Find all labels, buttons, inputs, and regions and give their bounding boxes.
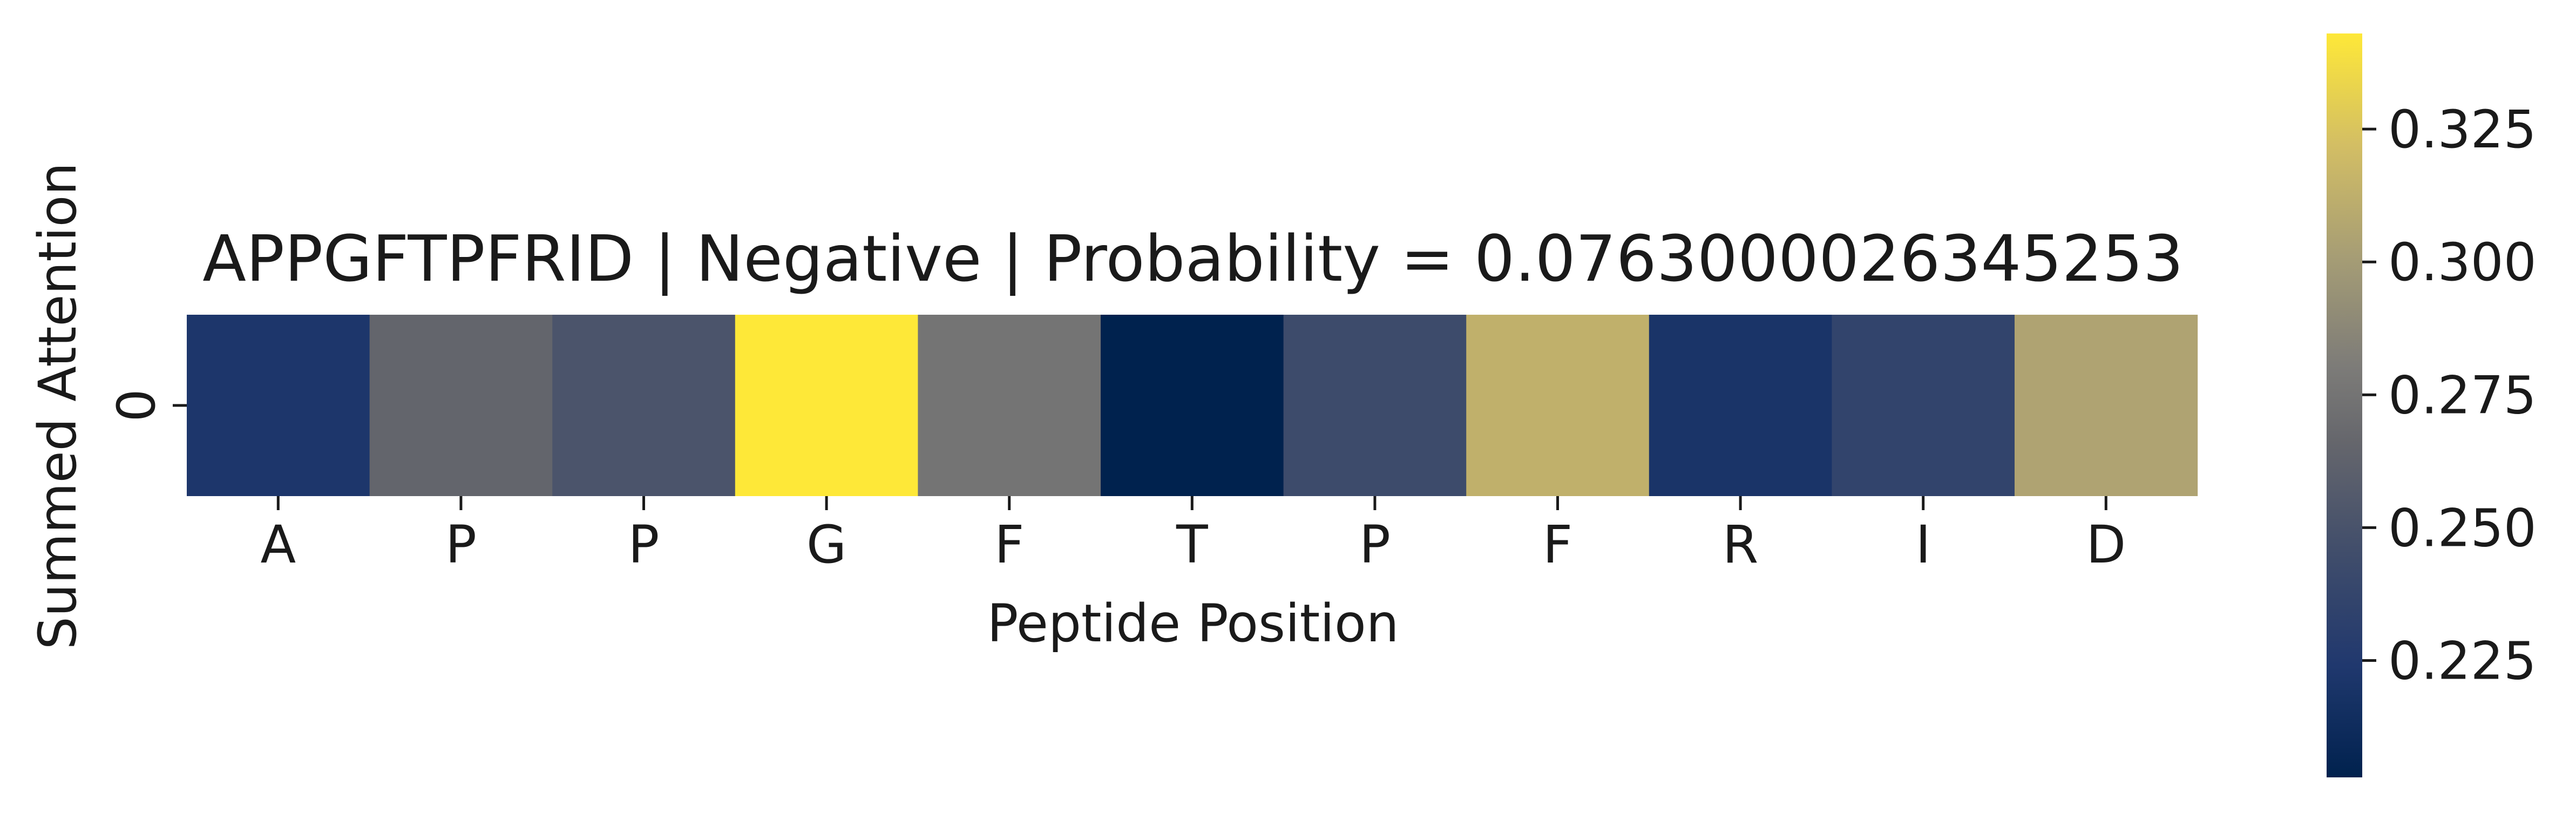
y-axis-ticks: 0 <box>106 389 187 422</box>
heatmap-cell <box>369 315 553 496</box>
x-tick-label: F <box>1543 514 1572 575</box>
x-tick-label: I <box>1916 514 1931 575</box>
x-tick-label: A <box>260 514 296 575</box>
x-tick-label: G <box>806 514 846 575</box>
colorbar-tick-label: 0.250 <box>2388 498 2537 558</box>
heatmap-cell <box>1101 315 1284 496</box>
heatmap-cell <box>552 315 736 496</box>
heatmap-cell <box>1649 315 1832 496</box>
colorbar <box>2327 33 2362 777</box>
x-tick-label: P <box>445 514 477 575</box>
x-tick-label: P <box>1359 514 1391 575</box>
heatmap-cell <box>735 315 918 496</box>
y-axis-label: Summed Attention <box>28 162 88 649</box>
colorbar-tick-label: 0.325 <box>2388 99 2537 160</box>
x-tick-label: F <box>994 514 1024 575</box>
heatmap-cell <box>918 315 1101 496</box>
x-tick-label: T <box>1176 514 1208 575</box>
y-tick-label: 0 <box>106 389 167 422</box>
heatmap-cells <box>187 315 2198 496</box>
x-axis-label: Peptide Position <box>987 593 1399 654</box>
chart-title: APPGFTPFRID | Negative | Probability = 0… <box>202 221 2184 296</box>
x-tick-label: R <box>1723 514 1759 575</box>
heatmap-cell <box>1466 315 1650 496</box>
x-tick-label: P <box>628 514 660 575</box>
heatmap-cell <box>187 315 370 496</box>
heatmap-cell <box>2015 315 2198 496</box>
heatmap-cell <box>1283 315 1467 496</box>
colorbar-tick-label: 0.300 <box>2388 232 2537 293</box>
x-tick-label: D <box>2086 514 2126 575</box>
heatmap-cell <box>1832 315 2015 496</box>
colorbar-ticks: 0.225 0.250 0.275 0.300 0.325 <box>2362 99 2537 691</box>
colorbar-tick-label: 0.225 <box>2388 631 2537 691</box>
colorbar-tick-label: 0.275 <box>2388 365 2537 425</box>
